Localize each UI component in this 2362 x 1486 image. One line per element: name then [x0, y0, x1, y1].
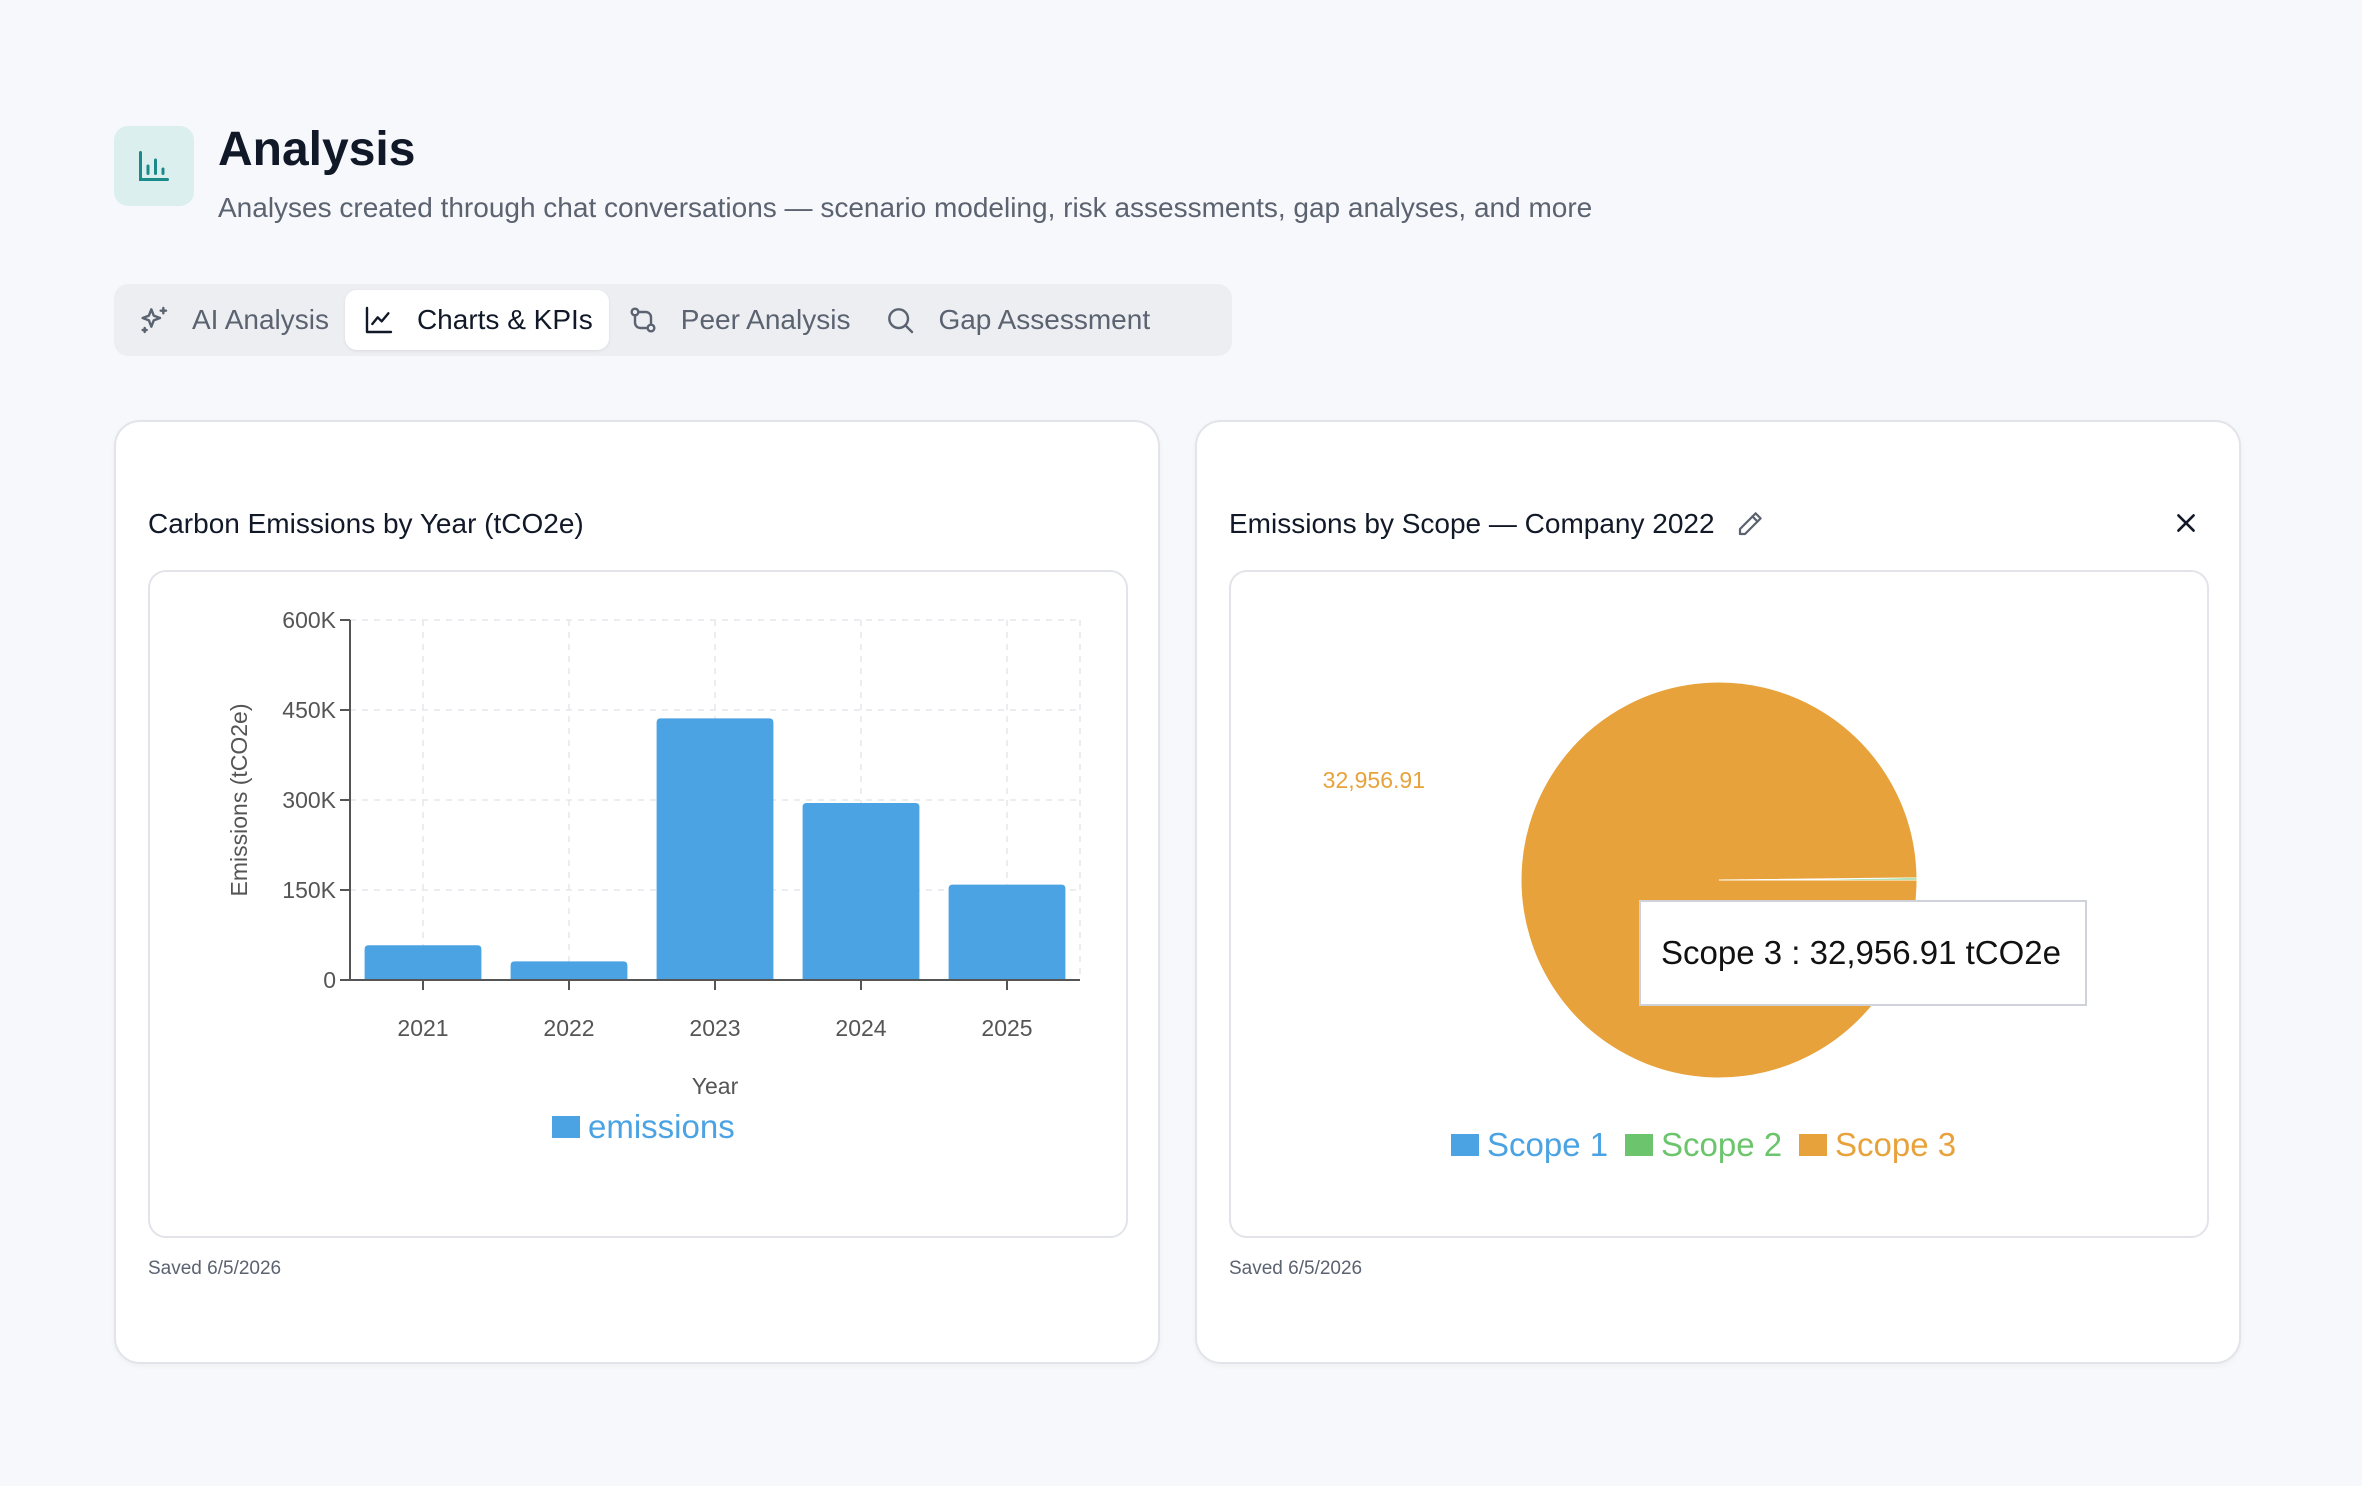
y-tick-label: 600K	[282, 607, 336, 633]
search-icon	[888, 308, 914, 334]
bar-chart: 0 150K 300K 450K 600K 2021 2022 2023 2024 2025 Yea…	[226, 607, 1081, 1145]
tab-label: Gap Assessment	[938, 304, 1151, 335]
bar-chart-container: 0 150K 300K 450K 600K 2021 2022 2023 2024 2025 Yea…	[148, 570, 1128, 1238]
legend-swatch	[1451, 1134, 1479, 1156]
legend-swatch	[552, 1116, 580, 1138]
x-tick-label: 2022	[543, 1015, 594, 1041]
bar-2024	[802, 803, 920, 980]
legend-swatch	[1625, 1134, 1653, 1156]
tab-gap-assessment[interactable]: Gap Assessment	[866, 290, 1166, 350]
bar-2022	[510, 961, 628, 980]
y-tick-label: 450K	[282, 697, 336, 723]
y-axis-label: Emissions (tCO2e)	[226, 704, 252, 897]
line-chart-icon	[365, 306, 393, 334]
pie-chart-container: 32,956.91 Scope 1 Scope 2 Scope 3 Scope 3 :…	[1229, 570, 2209, 1238]
tab-ai-analysis[interactable]: AI Analysis	[120, 290, 345, 350]
tooltip-label: Scope 3	[1661, 934, 1783, 971]
saved-date: Saved 6/5/2026	[148, 1258, 282, 1279]
legend-label: Scope 3	[1835, 1126, 1956, 1163]
x-tick-label: 2025	[981, 1015, 1032, 1041]
bar-chart-icon	[114, 126, 194, 206]
sparkles-icon	[141, 306, 168, 334]
page-subtitle: Analyses created through chat conversati…	[218, 192, 1593, 223]
card-title-row: Emissions by Scope — Company 2022	[1229, 508, 1765, 540]
chart-card-emissions-by-scope: Emissions by Scope — Company 2022 32,956…	[1195, 420, 2241, 1364]
x-tick-label: 2024	[835, 1015, 886, 1041]
y-tick-label: 150K	[282, 877, 336, 903]
card-title: Carbon Emissions by Year (tCO2e)	[148, 508, 584, 539]
tooltip-value: 32,956.91 tCO2e	[1809, 934, 2061, 971]
chart-tooltip: Scope 3 : 32,956.91 tCO2e	[1639, 900, 2087, 1006]
legend-label: Scope 1	[1487, 1126, 1608, 1163]
legend-label: emissions	[588, 1108, 735, 1145]
chart-card-emissions-by-year: Carbon Emissions by Year (tCO2e) 0 150K 30…	[114, 420, 1160, 1364]
analysis-tabs: AI Analysis Charts & KPIs Peer Analysis …	[114, 284, 1232, 356]
y-tick-label: 300K	[282, 787, 336, 813]
x-axis-label: Year	[692, 1073, 739, 1099]
x-tick-label: 2021	[397, 1015, 448, 1041]
pencil-icon[interactable]	[1735, 509, 1765, 539]
bar-2025	[948, 884, 1066, 980]
compare-icon	[630, 307, 656, 333]
page-title: Analysis	[218, 123, 416, 176]
tab-label: AI Analysis	[192, 304, 329, 335]
card-title: Emissions by Scope — Company 2022	[1229, 508, 1715, 539]
legend-label: Scope 2	[1661, 1126, 1782, 1163]
legend-swatch	[1799, 1134, 1827, 1156]
x-tick-label: 2023	[689, 1015, 740, 1041]
tab-charts-kpis[interactable]: Charts & KPIs	[344, 290, 609, 350]
bar-2023	[656, 718, 774, 980]
page-header: Analysis Analyses created through chat c…	[114, 126, 1592, 224]
tab-label: Peer Analysis	[680, 304, 851, 335]
pie-data-label: 32,956.91	[1323, 767, 1425, 793]
y-tick-label: 0	[323, 967, 336, 993]
close-icon[interactable]	[2173, 510, 2199, 536]
tab-peer-analysis[interactable]: Peer Analysis	[609, 290, 867, 350]
tooltip-separator: :	[1782, 934, 1810, 971]
saved-date: Saved 6/5/2026	[1229, 1258, 1363, 1279]
pie-slice-scope-3	[1520, 681, 1918, 1079]
bar-2021	[364, 945, 482, 980]
tab-label: Charts & KPIs	[416, 304, 593, 335]
